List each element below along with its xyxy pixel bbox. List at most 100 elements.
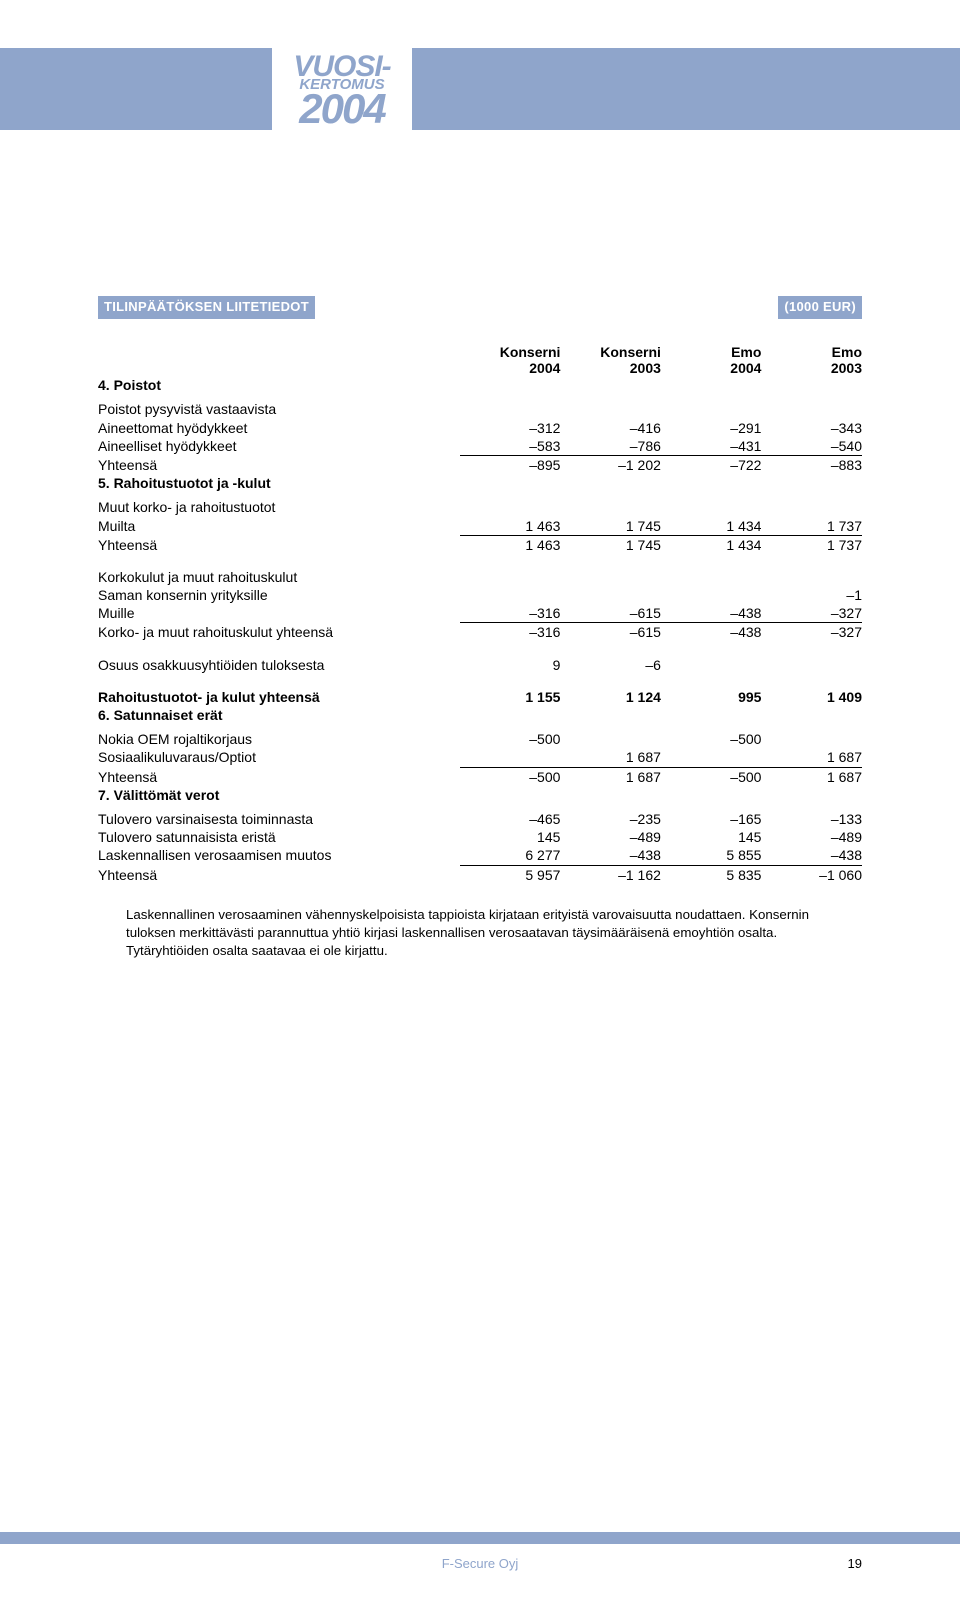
s4-r2-v0: –583 [460,437,561,456]
s5-g2r1-v0 [460,586,561,604]
s6-r2-label: Sosiaalikuluvaraus/Optiot [98,748,460,767]
s5-g1r1-v1: 1 745 [560,517,661,536]
s5-g2r2-v3: –327 [761,604,862,623]
s7-sum-v0: 5 957 [460,865,561,884]
s5-g2r2-v0: –316 [460,604,561,623]
s5-g1sum-v2: 1 434 [661,535,762,554]
s5-g2sum-v3: –327 [761,623,862,642]
s5-g1r1: Muilta 1 463 1 745 1 434 1 737 [98,517,862,536]
s5-g2sum: Korko- ja muut rahoituskulut yhteensä –3… [98,623,862,642]
s5-g2sum-v2: –438 [661,623,762,642]
colhead-konserni-2004b: 2004 [460,360,561,376]
s7-r3-label: Laskennallisen verosaamisen muutos [98,846,460,865]
colhead-emo-2004a: Emo [661,344,762,360]
s6-sum: Yhteensä –500 1 687 –500 1 687 [98,767,862,786]
colhead-emo-2003a: Emo [761,344,862,360]
s5-total-label: Rahoitustuotot- ja kulut yhteensä [98,688,460,706]
s7-r2-v3: –489 [761,828,862,846]
financial-table: Konserni Konserni Emo Emo 2004 2003 2004… [98,344,862,884]
s7-r1-v1: –235 [560,810,661,828]
s4-r1-v0: –312 [460,419,561,437]
s7-r2: Tulovero satunnaisista eristä 145 –489 1… [98,828,862,846]
s5-g3-v2 [661,656,762,674]
s5-g1sum-v1: 1 745 [560,535,661,554]
s5-g2sub: Korkokulut ja muut rahoituskulut [98,568,862,586]
s7-r1-v2: –165 [661,810,762,828]
s6-r1-v3 [761,730,862,748]
s5-g1sum-label: Yhteensä [98,535,460,554]
s5-total-v2: 995 [661,688,762,706]
section-header-left: TILINPÄÄTÖKSEN LIITETIEDOT [98,296,315,319]
col-header-row1: Konserni Konserni Emo Emo [98,344,862,360]
s4-r1-v1: –416 [560,419,661,437]
s6-sum-v1: 1 687 [560,767,661,786]
s5-total-v1: 1 124 [560,688,661,706]
s5-g3-v3 [761,656,862,674]
s5-g2r1-label: Saman konsernin yrityksille [98,586,460,604]
s5-g2r1-v2 [661,586,762,604]
s5-g1sum-v0: 1 463 [460,535,561,554]
s5-g3-v0: 9 [460,656,561,674]
s4-r1-label: Aineettomat hyödykkeet [98,419,460,437]
s5-g3-v1: –6 [560,656,661,674]
s5-g1r1-v0: 1 463 [460,517,561,536]
s5-g2r2-label: Muille [98,604,460,623]
s5-g2sum-label: Korko- ja muut rahoituskulut yhteensä [98,623,460,642]
s4-sum-v1: –1 202 [560,455,661,474]
s4-r1-v2: –291 [661,419,762,437]
s6-sum-v2: –500 [661,767,762,786]
s5-g2sum-v1: –615 [560,623,661,642]
s5-g3: Osuus osakkuusyhtiöiden tuloksesta 9 –6 [98,656,862,674]
s5-total: Rahoitustuotot- ja kulut yhteensä 1 155 … [98,688,862,706]
s4-r2-label: Aineelliset hyödykkeet [98,437,460,456]
s7-r3: Laskennallisen verosaamisen muutos 6 277… [98,846,862,865]
s7-r2-label: Tulovero satunnaisista eristä [98,828,460,846]
s7-r2-v1: –489 [560,828,661,846]
footer-band [0,1532,960,1544]
content-area: Konserni Konserni Emo Emo 2004 2003 2004… [98,344,862,973]
s7-r1-label: Tulovero varsinaisesta toiminnasta [98,810,460,828]
s4-sum-label: Yhteensä [98,455,460,474]
s5-g1sub: Muut korko- ja rahoitustuotot [98,498,862,516]
header-band [0,48,960,130]
section-header-row: TILINPÄÄTÖKSEN LIITETIEDOT (1000 EUR) [98,296,862,319]
s5-title: 5. Rahoitustuotot ja -kulut [98,474,862,492]
footer-page: 19 [848,1556,862,1573]
note-paragraph: Laskennallinen verosaaminen vähennyskelp… [98,906,862,960]
s7-r1-v0: –465 [460,810,561,828]
s7-sum: Yhteensä 5 957 –1 162 5 835 –1 060 [98,865,862,884]
logo-year: 2004 [299,89,384,129]
s7-sum-v3: –1 060 [761,865,862,884]
section-header-right: (1000 EUR) [778,296,862,319]
s5-g1r1-v3: 1 737 [761,517,862,536]
s7-r1-v3: –133 [761,810,862,828]
s4-sum-v0: –895 [460,455,561,474]
s5-g2r1-v3: –1 [761,586,862,604]
s6-r1-v1 [560,730,661,748]
s7-sum-v2: 5 835 [661,865,762,884]
s5-g2r2-v2: –438 [661,604,762,623]
colhead-konserni-2003b: 2003 [560,360,661,376]
s5-g2r1: Saman konsernin yrityksille –1 [98,586,862,604]
s5-total-v3: 1 409 [761,688,862,706]
s5-g2r2-v1: –615 [560,604,661,623]
s7-sum-v1: –1 162 [560,865,661,884]
s4-sum-v3: –883 [761,455,862,474]
s4-r2: Aineelliset hyödykkeet –583 –786 –431 –5… [98,437,862,456]
s6-r2-v2 [661,748,762,767]
s4-r2-v1: –786 [560,437,661,456]
col-header-row2: 2004 2003 2004 2003 [98,360,862,376]
s6-r2: Sosiaalikuluvaraus/Optiot 1 687 1 687 [98,748,862,767]
s5-g2sum-v0: –316 [460,623,561,642]
s5-total-v0: 1 155 [460,688,561,706]
colhead-emo-2004b: 2004 [661,360,762,376]
s5-g1r1-label: Muilta [98,517,460,536]
s7-r3-v2: 5 855 [661,846,762,865]
s6-r2-v3: 1 687 [761,748,862,767]
s6-sum-v0: –500 [460,767,561,786]
s4-r2-v3: –540 [761,437,862,456]
colhead-konserni-2003a: Konserni [560,344,661,360]
s6-r1-label: Nokia OEM rojaltikorjaus [98,730,460,748]
s6-r2-v1: 1 687 [560,748,661,767]
footer-company: F-Secure Oyj [0,1556,960,1573]
